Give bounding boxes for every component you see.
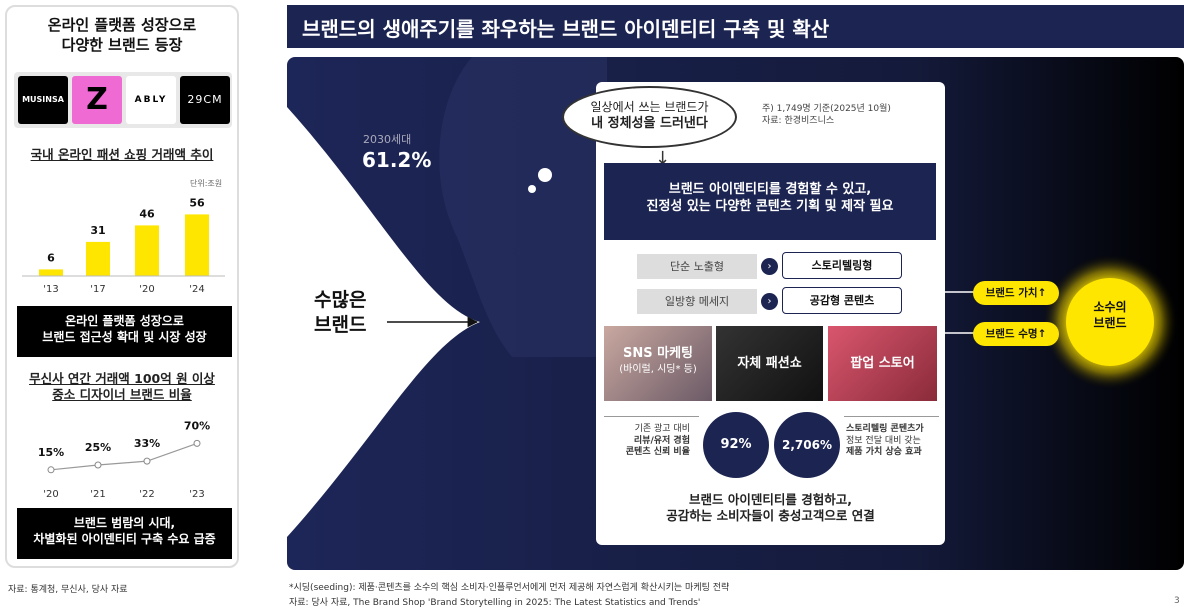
bar: [39, 269, 63, 276]
text-line: 수많은: [314, 288, 366, 313]
point: [144, 458, 150, 464]
note-line: 자료: 한경비즈니스: [762, 116, 891, 128]
desc-line: 제품 가치 상승 효과: [846, 447, 941, 459]
value-label: 46: [139, 207, 155, 220]
footnote: 자료: 당사 자료, The Brand Shop 'Brand Storyte…: [289, 595, 700, 608]
point: [48, 467, 54, 473]
stat-circle: 92%: [703, 412, 769, 478]
conclusion-line: 브랜드 아이덴티티를 경험하고,: [596, 492, 945, 508]
main-title: 브랜드의 생애주기를 좌우하는 브랜드 아이덴티티 구축 및 확산: [302, 13, 829, 42]
banner-line: 진정성 있는 다양한 콘텐츠 기획 및 제작 필요: [604, 199, 936, 216]
shift-arrow: ›: [761, 293, 778, 310]
many-brands: 수많은 브랜드: [314, 288, 366, 337]
shift-arrow: ›: [761, 258, 778, 275]
value-label: 15%: [38, 446, 64, 459]
category-label: '20: [139, 284, 154, 295]
desc-line: 리뷰/유저 경험: [600, 436, 690, 448]
page: { "left_panel": { "heading": ["온라인 플랫폼 성…: [0, 0, 1184, 610]
source: 자료: 통계청, 무신사, 당사 자료: [8, 582, 128, 595]
bubble-line: 일상에서 쓰는 브랜드가: [564, 100, 735, 116]
left-charts: 6 '13 31 '17 46 '20 56 '24 15% '20 25% '21 33% '22 70%…: [0, 0, 245, 570]
shift-from: 단순 노출형: [637, 254, 757, 279]
outcome-pill: 브랜드 가치↑: [973, 281, 1059, 305]
bubble-line: 내 정체성을 드러낸다: [564, 116, 735, 133]
tile: 팝업 스토어: [828, 326, 937, 401]
rule: [844, 416, 939, 417]
category-label: '23: [189, 489, 204, 500]
category-label: '17: [90, 284, 105, 295]
speech-bubble: 일상에서 쓰는 브랜드가 내 정체성을 드러낸다: [562, 86, 737, 148]
category-label: '13: [43, 284, 58, 295]
value-label: 6: [47, 251, 55, 264]
target-line: 소수의: [1070, 300, 1150, 316]
line: [51, 443, 197, 469]
bar: [185, 214, 209, 276]
note-line: 주) 1,749명 기준(2025년 10월): [762, 104, 891, 116]
value-label: 31: [90, 224, 105, 237]
tile: SNS 마케팅 (바이럴, 시딩* 등): [604, 326, 712, 401]
shift-to: 스토리텔링형: [782, 252, 902, 279]
stat-desc: 스토리텔링 콘텐츠가 정보 전달 대비 갖는 제품 가치 상승 효과: [846, 424, 941, 459]
text-line: 브랜드: [314, 313, 366, 338]
target-label: 소수의 브랜드: [1070, 300, 1150, 331]
banner-line: 브랜드 아이덴티티를 경험할 수 있고,: [604, 182, 936, 199]
value-label: 56: [189, 196, 205, 209]
banner: 브랜드 아이덴티티를 경험할 수 있고, 진정성 있는 다양한 콘텐츠 기획 및…: [604, 163, 936, 240]
note: 주) 1,749명 기준(2025년 10월) 자료: 한경비즈니스: [762, 104, 891, 127]
category-label: '22: [139, 489, 154, 500]
tile-title: SNS 마케팅: [604, 346, 712, 363]
conclusion: 브랜드 아이덴티티를 경험하고, 공감하는 소비자들이 충성고객으로 연결: [596, 492, 945, 525]
rule: [604, 416, 699, 417]
category-label: '20: [43, 489, 58, 500]
conclusion-line: 공감하는 소비자들이 충성고객으로 연결: [596, 508, 945, 524]
point: [95, 462, 101, 468]
value-label: 70%: [184, 419, 210, 432]
outcome-pill: 브랜드 수명↑: [973, 322, 1059, 346]
category-label: '21: [90, 489, 105, 500]
thought-dot: [538, 168, 552, 182]
target-line: 브랜드: [1070, 316, 1150, 332]
stat-label: 2030세대: [363, 131, 411, 147]
bar: [86, 242, 110, 276]
tile: 자체 패션쇼: [716, 326, 823, 401]
value-label: 25%: [85, 441, 111, 454]
shift-from: 일방향 메세지: [637, 289, 757, 314]
category-label: '24: [189, 284, 204, 295]
stat-value: 61.2%: [362, 148, 431, 172]
tile-sub: (바이럴, 시딩* 등): [604, 363, 712, 376]
point: [194, 440, 200, 446]
stat-desc: 기존 광고 대비 리뷰/유저 경험 콘텐츠 신뢰 비율: [600, 424, 690, 459]
shift-to: 공감형 콘텐츠: [782, 287, 902, 314]
thought-dot: [528, 185, 536, 193]
desc-line: 정보 전달 대비 갖는: [846, 436, 941, 448]
desc-line: 스토리텔링 콘텐츠가: [846, 424, 941, 436]
page-number: 3: [1174, 596, 1180, 606]
value-label: 33%: [134, 437, 160, 450]
stat-circle: 2,706%: [774, 412, 840, 478]
footnote: *시딩(seeding): 제품·콘텐츠를 소수의 핵심 소비자·인플루언서에게…: [289, 580, 729, 593]
desc-line: 콘텐츠 신뢰 비율: [600, 447, 690, 459]
bar: [135, 225, 159, 276]
desc-line: 기존 광고 대비: [600, 424, 690, 436]
